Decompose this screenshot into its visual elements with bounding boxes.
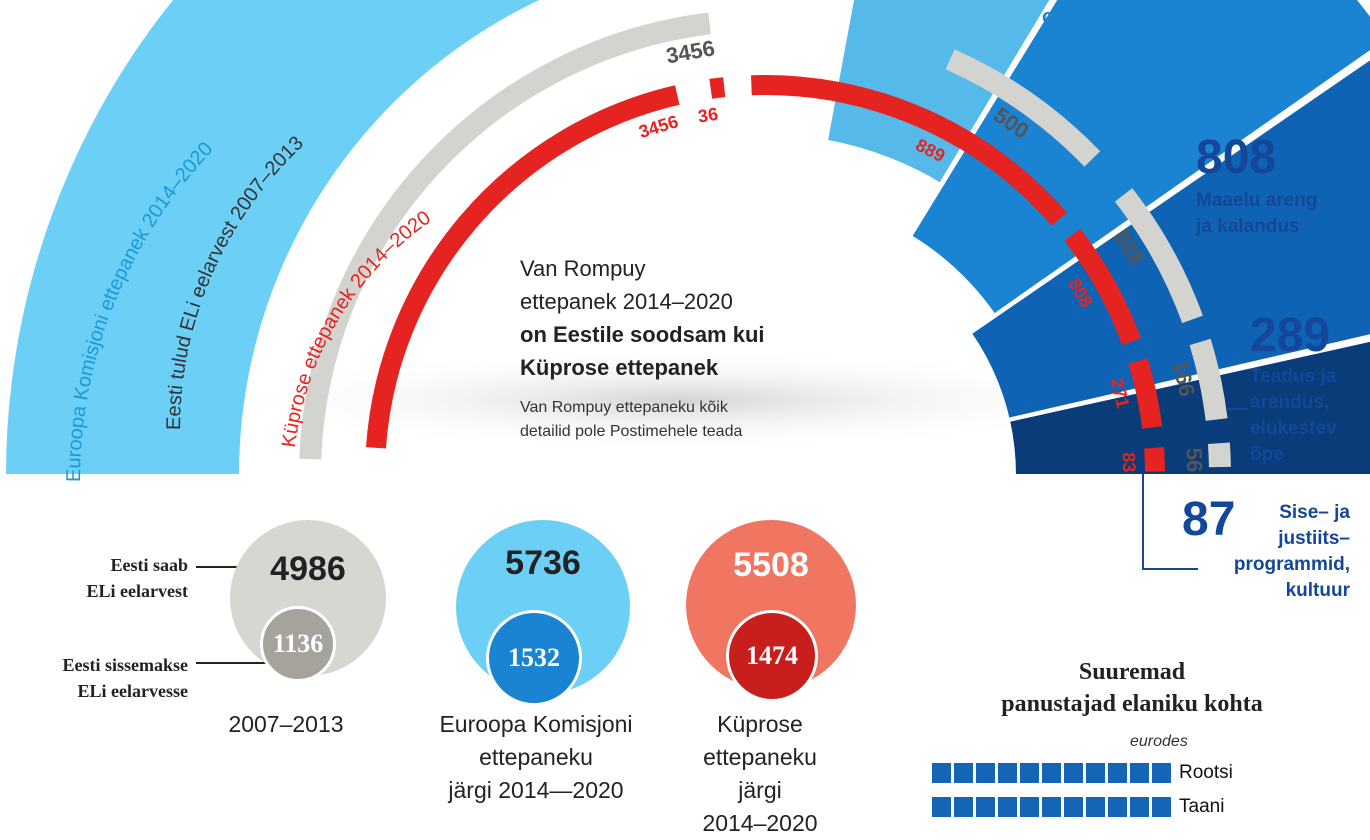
leader-contributes — [196, 662, 274, 664]
circle-commission: 5736 1532 — [456, 520, 630, 706]
red-segment-3 — [751, 75, 1067, 226]
ranking-name-sweden: Rootsi — [1179, 762, 1233, 783]
red-value-1: 3456 — [636, 111, 680, 142]
wedge-commission-main — [3, 0, 544, 476]
ranking-row-sweden: Rootsi — [932, 762, 1233, 784]
ranking-square — [932, 797, 951, 817]
ranking-subtitle: eurodes — [1130, 733, 1188, 750]
label-contributes: Eesti sissemakse ELi eelarvesse — [62, 655, 189, 701]
grey-segment-5 — [1207, 442, 1231, 468]
leader-justice-v — [1142, 474, 1144, 570]
leader-justice-h — [1142, 568, 1198, 570]
ranking-row-denmark: Taani — [932, 796, 1224, 818]
ranking-square — [954, 763, 973, 783]
category-label-justice: Sise– ja justiits– programmid, kultuur — [1233, 502, 1350, 601]
ranking-square — [1020, 763, 1039, 783]
radial-chart: Euroopa Komisjoni ettepanek 2014–2020 Ee… — [3, 0, 1370, 482]
leader-receives — [196, 566, 256, 568]
ranking-square — [1064, 797, 1083, 817]
circle-2007-contributes: 1136 — [260, 606, 336, 682]
ranking-square — [998, 797, 1017, 817]
ranking-square — [1152, 797, 1171, 817]
grey-segment-1 — [299, 12, 711, 460]
ranking-square — [976, 763, 995, 783]
circle-2007-receives: 4986 — [270, 550, 346, 588]
ranking-title: Suuremad panustajad elaniku kohta — [1001, 659, 1263, 717]
ranking-square — [1108, 763, 1127, 783]
caption-commission: Euroopa Komisjoni ettepaneku järgi 2014—… — [439, 711, 633, 803]
label-receives: Eesti saab ELi eelarvest — [86, 555, 188, 601]
grey-segment-3 — [1114, 188, 1203, 324]
red-value-6: 83 — [1119, 452, 1140, 473]
category-value-rural: 808 — [1196, 131, 1277, 184]
ranking-square — [932, 763, 951, 783]
red-value-2: 36 — [697, 104, 720, 127]
circle-cyprus-receives: 5508 — [733, 546, 809, 584]
caption-cyprus: Küprose ettepaneku järgi 2014–2020 — [702, 711, 818, 836]
category-label-research: Teadus ja arendus, elukestev õpe — [1250, 366, 1337, 465]
ranking-square — [998, 763, 1017, 783]
caption-2007-2013: 2007–2013 — [228, 711, 344, 737]
category-label-rural: Maaelu areng ja kalandus — [1196, 190, 1318, 237]
wedge-justice — [1007, 339, 1370, 476]
circle-commission-receives: 5736 — [505, 544, 581, 582]
grey-segment-2 — [945, 49, 1101, 167]
ranking-square — [1108, 797, 1127, 817]
wedge-direct-payments — [825, 0, 1052, 185]
ranking-square — [1042, 763, 1061, 783]
red-segment-6 — [1144, 447, 1165, 472]
ranking-name-denmark: Taani — [1179, 796, 1225, 817]
category-label-direct-payments: otsetoetused — [1042, 6, 1167, 28]
wedge-rural-development — [909, 0, 1370, 316]
ranking-square — [1130, 797, 1149, 817]
ranking-bar-sweden — [932, 763, 1171, 783]
category-value-justice: 87 — [1182, 493, 1236, 546]
grey-segment-4 — [1189, 338, 1228, 422]
wedge-research — [969, 57, 1370, 420]
leader-research — [1226, 408, 1248, 410]
ranking-square — [976, 797, 995, 817]
center-headline: Van Rompuy ettepanek 2014–2020 on Eestil… — [520, 256, 765, 380]
ranking-square — [1086, 797, 1105, 817]
circle-2007-2013: 4986 1136 — [230, 520, 386, 682]
circle-commission-contributes: 1532 — [486, 610, 582, 706]
ranking-square — [1152, 763, 1171, 783]
ranking-square — [954, 797, 973, 817]
circle-cyprus-contributes: 1474 — [726, 610, 818, 702]
red-segment-5 — [1128, 358, 1163, 429]
red-segment-2 — [709, 77, 726, 99]
ranking-square — [1086, 763, 1105, 783]
category-value-research: 289 — [1250, 309, 1331, 362]
ranking-square — [1064, 763, 1083, 783]
ranking-square — [1020, 797, 1039, 817]
red-segment-1 — [365, 85, 680, 449]
red-segment-4 — [1064, 228, 1141, 346]
ranking-square — [1042, 797, 1061, 817]
grey-value-5: 56 — [1182, 447, 1208, 472]
arc-layer — [3, 0, 1370, 476]
circle-cyprus: 5508 1474 — [686, 520, 856, 702]
arc-shadow — [220, 350, 1140, 450]
ranking-square — [1130, 763, 1149, 783]
center-note: Van Rompuy ettepaneku kõik detailid pole… — [520, 399, 743, 440]
ranking-bar-denmark — [932, 797, 1171, 817]
